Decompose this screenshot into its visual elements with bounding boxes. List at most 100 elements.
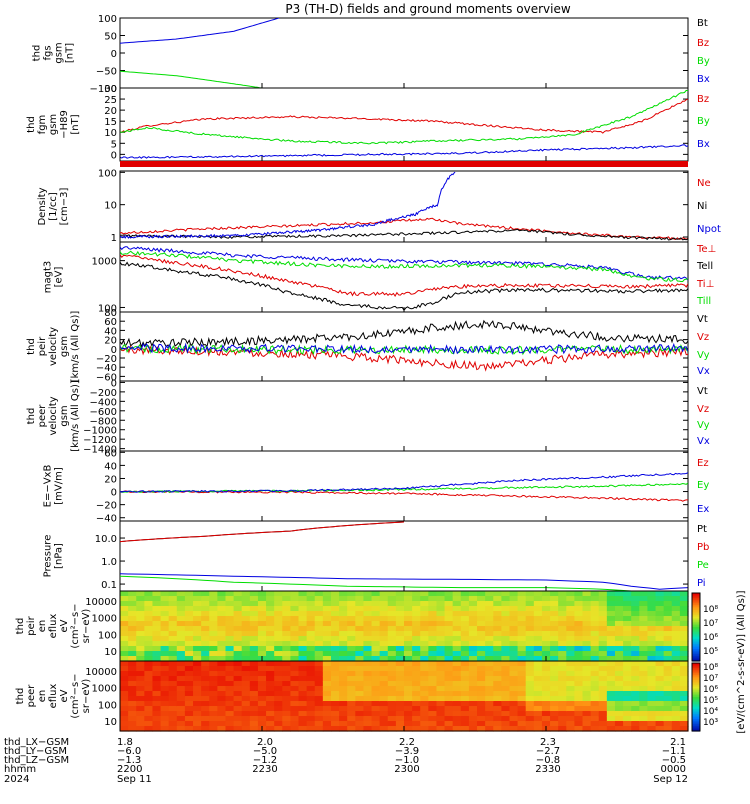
heatmap-cell [404,711,413,717]
heatmap-cell [160,631,170,637]
heatmap-cell [249,716,259,722]
heatmap-cell [550,621,559,627]
heatmap-cell [168,596,178,602]
heatmap-cell [525,631,535,637]
heatmap-cell [671,651,681,657]
x-axis-value: 2.1 [670,737,686,748]
heatmap-cell [404,726,413,732]
heatmap-cell [160,591,170,597]
heatmap-cell [566,606,575,612]
heatmap-cell [257,681,267,687]
heatmap-cell [679,671,689,677]
heatmap-cell [355,721,365,727]
heatmap-cell [533,641,543,647]
heatmap-cell [274,671,283,677]
y-axis-label: peer [37,404,48,428]
heatmap-cell [168,606,178,612]
heatmap-cell [298,686,308,692]
heatmap-cell [631,701,640,707]
heatmap-cell [647,631,657,637]
heatmap-cell [347,611,356,617]
heatmap-cell [558,716,567,722]
heatmap-cell [631,651,640,657]
heatmap-cell [339,691,348,697]
heatmap-cell [209,676,218,682]
heatmap-cell [444,631,454,637]
heatmap-cell [306,636,316,642]
heatmap-cell [623,641,632,647]
y-axis-label: en [37,690,48,703]
heatmap-cell [379,641,389,647]
heatmap-cell [387,696,397,702]
heatmap-cell [290,691,300,697]
heatmap-cell [152,701,162,707]
heatmap-cell [493,701,502,707]
heatmap-cell [339,626,348,632]
heatmap-cell [460,596,470,602]
heatmap-cell [566,696,575,702]
heatmap-cell [655,621,665,627]
heatmap-cell [274,721,283,727]
heatmap-cell [379,631,389,637]
heatmap-cell [298,701,308,707]
heatmap-cell [468,656,478,662]
heatmap-cell [468,671,478,677]
heatmap-cell [533,691,543,697]
heatmap-cell [509,621,519,627]
y-axis-label: thd [15,618,26,635]
heatmap-cell [501,696,511,702]
heatmap-cell [598,606,608,612]
heatmap-cell [631,721,640,727]
heatmap-cell [404,651,413,657]
heatmap-cell [314,671,324,677]
heatmap-cell [233,616,243,622]
heatmap-cell [501,596,511,602]
heatmap-cell [249,641,259,647]
heatmap-cell [679,626,689,632]
heatmap-cell [387,711,397,717]
heatmap-cell [201,711,210,717]
heatmap-cell [306,661,316,667]
heatmap-cell [590,691,600,697]
heatmap-cell [404,681,413,687]
heatmap-cell [152,721,162,727]
heatmap-cell [176,641,186,647]
heatmap-cell [647,716,657,722]
y-tick-label: 60 [104,448,117,459]
heatmap-cell [550,611,559,617]
heatmap-cell [184,596,194,602]
heatmap-cell [566,691,575,697]
heatmap-cell [290,641,300,647]
heatmap-cell [436,596,446,602]
colorbar-lower-segment [692,720,700,724]
heatmap-cell [306,686,316,692]
heatmap-cell [428,591,438,597]
heatmap-cell [485,651,494,657]
heatmap-cell [306,601,316,607]
heatmap-cell [274,726,283,732]
heatmap-cell [225,596,235,602]
heatmap-cell [477,721,486,727]
heatmap-cell [671,671,681,677]
heatmap-cell [671,616,681,622]
y-axis-label: (cm²−s− [70,603,81,648]
heatmap-cell [444,596,454,602]
heatmap-cell [160,656,170,662]
heatmap-cell [412,601,421,607]
heatmap-cell [655,706,665,712]
heatmap-cell [241,661,251,667]
heatmap-cell [614,666,624,672]
heatmap-cell [671,676,681,682]
heatmap-cell [663,596,673,602]
heatmap-cell [493,686,502,692]
heatmap-cell [509,601,519,607]
x-axis-value: 2.0 [257,737,273,748]
heatmap-cell [225,706,235,712]
y-tick-label: 30 [104,84,117,95]
colorbar-lower-segment [692,674,700,678]
heatmap-cell [477,591,486,597]
heatmap-cell [233,601,243,607]
heatmap-cell [266,716,275,722]
heatmap-cell [274,616,283,622]
heatmap-cell [298,611,308,617]
